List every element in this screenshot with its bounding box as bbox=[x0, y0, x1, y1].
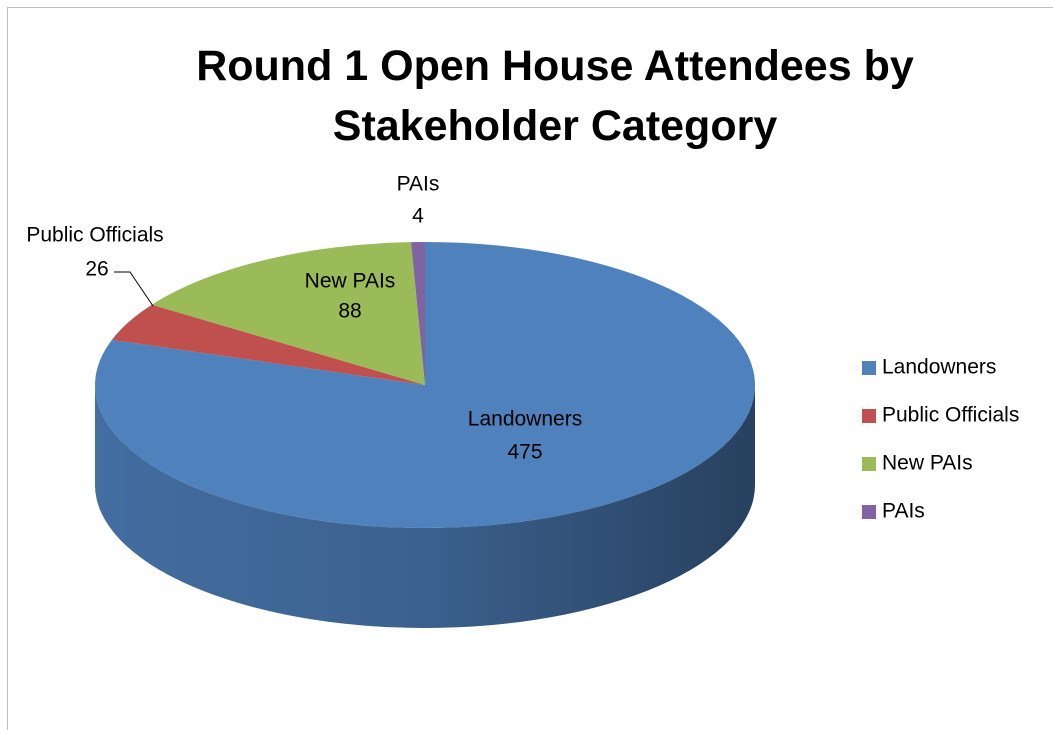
legend-label: Landowners bbox=[882, 356, 996, 379]
data-label-name: New PAIs bbox=[305, 270, 396, 293]
legend-swatch bbox=[862, 409, 876, 423]
data-label-value: 4 bbox=[412, 205, 424, 228]
leader-line bbox=[114, 271, 154, 307]
legend-label: New PAIs bbox=[882, 452, 973, 475]
legend-label: PAIs bbox=[882, 500, 925, 523]
pie-slice bbox=[151, 242, 425, 385]
pie-slice bbox=[411, 242, 425, 385]
legend-label: Public Officials bbox=[882, 404, 1019, 427]
data-label-value: 88 bbox=[338, 300, 361, 323]
data-label-name: Landowners bbox=[468, 408, 582, 431]
data-label-value: 26 bbox=[85, 258, 108, 281]
pie-slice bbox=[111, 304, 426, 385]
data-label-name: PAIs bbox=[397, 173, 440, 196]
data-label-value: 475 bbox=[507, 441, 542, 464]
pie-side-shade bbox=[95, 385, 755, 628]
chart-border bbox=[7, 7, 1053, 730]
legend-swatch bbox=[862, 457, 876, 471]
legend-swatch bbox=[862, 361, 876, 375]
legend-swatch bbox=[862, 505, 876, 519]
chart-title: Round 1 Open House Attendees by Stakehol… bbox=[196, 42, 914, 150]
data-label-name: Public Officials bbox=[26, 224, 163, 247]
